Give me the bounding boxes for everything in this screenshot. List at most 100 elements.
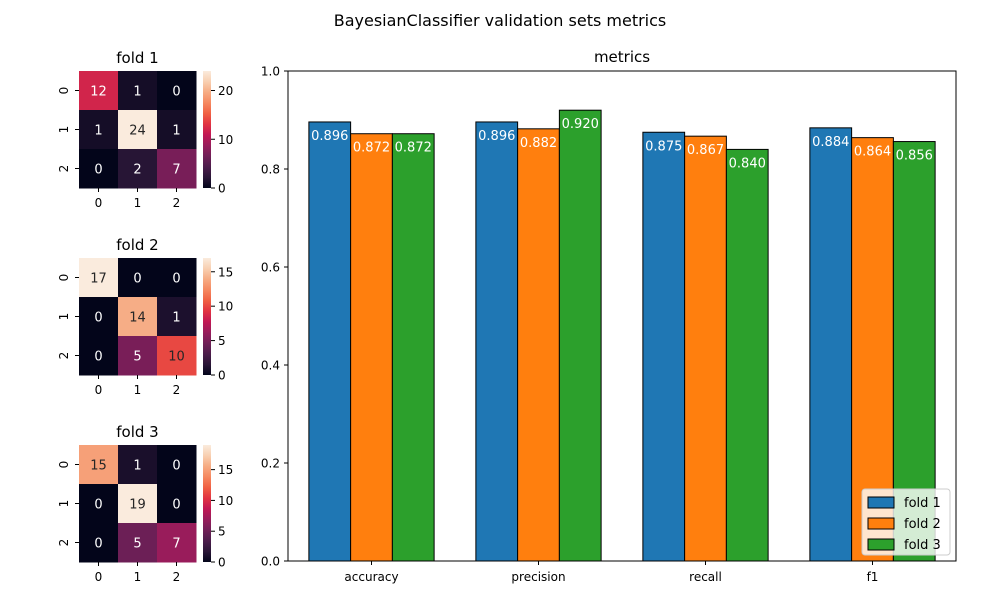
heatmap-cell-label: 0 <box>172 459 180 474</box>
heatmap-cell-label: 1 <box>133 459 141 474</box>
heatmap-cell-label: 7 <box>172 163 180 178</box>
heatmap-cell <box>79 523 119 563</box>
bar-fold1-recall <box>642 131 686 562</box>
x-tick-label: 1 <box>134 196 142 210</box>
colorbar-tick-label: 10 <box>218 494 233 508</box>
y-tick-label: 0 <box>57 87 71 95</box>
heatmap-cell-label: 19 <box>129 498 146 513</box>
colorbar-tick-label: 15 <box>218 265 233 279</box>
heatmap-title: fold 1 <box>116 49 158 67</box>
legend-swatch <box>867 496 895 509</box>
colorbar-tick-label: 0 <box>218 369 226 383</box>
heatmap-cell-label: 0 <box>94 498 102 513</box>
heatmap-cell-label: 24 <box>129 124 146 139</box>
bar-fold3-precision <box>558 109 602 562</box>
y-tick-label: 0 <box>57 274 71 282</box>
plot-frame <box>287 70 957 562</box>
colorbar-tick-label: 20 <box>218 84 233 98</box>
y-tick-label: 0.4 <box>261 359 280 373</box>
x-tick-label: precision <box>511 570 565 584</box>
heatmap-cell-label: 0 <box>94 350 102 365</box>
x-tick-label: 1 <box>134 383 142 397</box>
heatmap-cell <box>118 445 158 485</box>
legend-swatch <box>867 538 895 551</box>
heatmap-cell <box>79 71 119 111</box>
heatmap-cell <box>157 445 197 485</box>
bar-fold3-accuracy <box>391 133 435 562</box>
heatmap-cell-label: 0 <box>94 311 102 326</box>
heatmap-cell <box>157 484 197 524</box>
heatmap-cell <box>79 484 119 524</box>
x-tick-label: 1 <box>134 570 142 584</box>
heatmap-cell-label: 5 <box>133 537 141 552</box>
heatmap-cell-label: 0 <box>94 537 102 552</box>
bar-fold2-recall <box>684 135 727 562</box>
bar-value-label: 0.867 <box>687 143 724 158</box>
bar-value-label: 0.875 <box>645 139 682 154</box>
y-tick-label: 0.2 <box>261 457 280 471</box>
bar-value-label: 0.840 <box>729 156 766 171</box>
x-tick-label: 0 <box>95 196 103 210</box>
heatmap-cell <box>118 71 158 111</box>
heatmap-cell-label: 0 <box>172 85 180 100</box>
heatmap-cell <box>118 523 158 563</box>
heatmap-cell <box>79 149 119 189</box>
legend-swatch <box>867 517 895 530</box>
legend-label: fold 2 <box>904 517 941 532</box>
heatmap-cell-label: 0 <box>94 163 102 178</box>
y-tick-label: 0.8 <box>261 163 280 177</box>
heatmap-cell <box>157 297 197 337</box>
heatmap-cell-label: 10 <box>168 350 185 365</box>
heatmap-title: fold 2 <box>116 236 158 254</box>
heatmap-cell <box>79 297 119 337</box>
heatmap-cell <box>118 484 158 524</box>
heatmap-cell <box>157 523 197 563</box>
colorbar-tick-label: 5 <box>218 334 226 348</box>
y-tick-label: 2 <box>57 539 71 547</box>
heatmap-cell-label: 12 <box>90 85 107 100</box>
heatmap-cell-label: 17 <box>90 272 107 287</box>
heatmap-cell <box>118 149 158 189</box>
y-tick-label: 0 <box>57 461 71 469</box>
y-tick-label: 1 <box>57 313 71 321</box>
heatmap-cell-label: 15 <box>90 459 107 474</box>
bar-value-label: 0.856 <box>896 149 933 164</box>
heatmap-cell-label: 1 <box>172 311 180 326</box>
bar-value-label: 0.884 <box>812 135 849 150</box>
heatmap-cell <box>118 297 158 337</box>
heatmap-cell-label: 7 <box>172 537 180 552</box>
bar-value-label: 0.872 <box>353 141 390 156</box>
heatmap-cell <box>118 258 158 298</box>
y-tick-label: 1.0 <box>261 65 280 79</box>
x-tick-label: recall <box>689 570 722 584</box>
heatmap-cell <box>157 336 197 376</box>
x-tick-label: 2 <box>173 196 181 210</box>
bar-fold1-accuracy <box>308 121 352 562</box>
heatmap-cell-label: 0 <box>172 272 180 287</box>
figure-title: BayesianClassifier validation sets metri… <box>334 11 667 30</box>
bar-value-label: 0.896 <box>311 129 348 144</box>
heatmap-cell-label: 0 <box>172 498 180 513</box>
bar-fold1-f1 <box>809 127 853 562</box>
colorbar <box>203 445 211 562</box>
colorbar-tick-label: 0 <box>218 182 226 196</box>
bar-fold1-precision <box>475 121 519 562</box>
bar-value-label: 0.864 <box>854 145 891 160</box>
colorbar-tick-label: 0 <box>218 556 226 570</box>
heatmap-cell <box>118 336 158 376</box>
y-tick-label: 2 <box>57 165 71 173</box>
legend-label: fold 3 <box>904 538 941 553</box>
bar-fold2-accuracy <box>350 133 393 562</box>
heatmap-cell-label: 5 <box>133 350 141 365</box>
x-tick-label: 0 <box>95 570 103 584</box>
legend: fold 1 fold 2 fold 3 <box>861 488 951 556</box>
heatmap-cell-label: 0 <box>133 272 141 287</box>
colorbar-tick-label: 10 <box>218 133 233 147</box>
colorbar-tick-label: 5 <box>218 525 226 539</box>
heatmap-cell-label: 1 <box>172 124 180 139</box>
heatmap-cell <box>157 149 197 189</box>
